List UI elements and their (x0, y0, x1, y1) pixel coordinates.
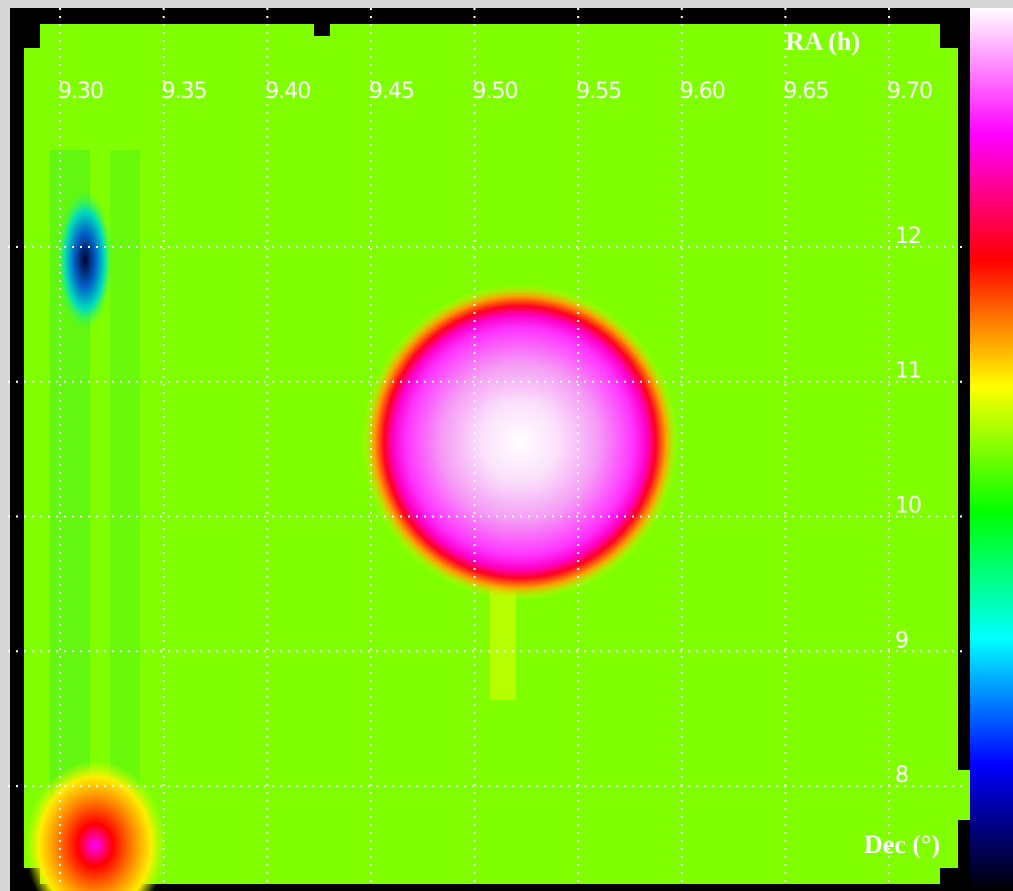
x-tick-label: 9.30 (58, 79, 103, 104)
colorbar (970, 8, 1013, 891)
axes: RA (h) Dec (°) 9.30 9.35 9.40 9.45 9.50 9.55 9… (8, 8, 968, 885)
dark-spot (57, 190, 113, 330)
x-tick-label: 9.50 (473, 79, 518, 104)
y-tick-label: 9 (895, 628, 908, 653)
y-tick-label: 8 (895, 763, 908, 788)
y-tick-label: 10 (895, 494, 921, 519)
x-tick-label: 9.60 (680, 79, 725, 104)
x-tick-label: 9.45 (369, 79, 414, 104)
bright-source (362, 284, 678, 600)
x-axis-label: RA (h) (786, 27, 860, 56)
y-tick-label: 11 (895, 359, 921, 384)
x-tick-label: 9.65 (783, 79, 828, 104)
stripe (110, 150, 140, 850)
y-axis-label: Dec (°) (864, 830, 940, 859)
y-tick-label: 12 (895, 224, 921, 249)
x-tick-label: 9.35 (162, 79, 207, 104)
x-tick-label: 9.40 (265, 79, 310, 104)
x-tick-label: 9.55 (576, 79, 621, 104)
x-tick-label: 9.70 (887, 79, 932, 104)
